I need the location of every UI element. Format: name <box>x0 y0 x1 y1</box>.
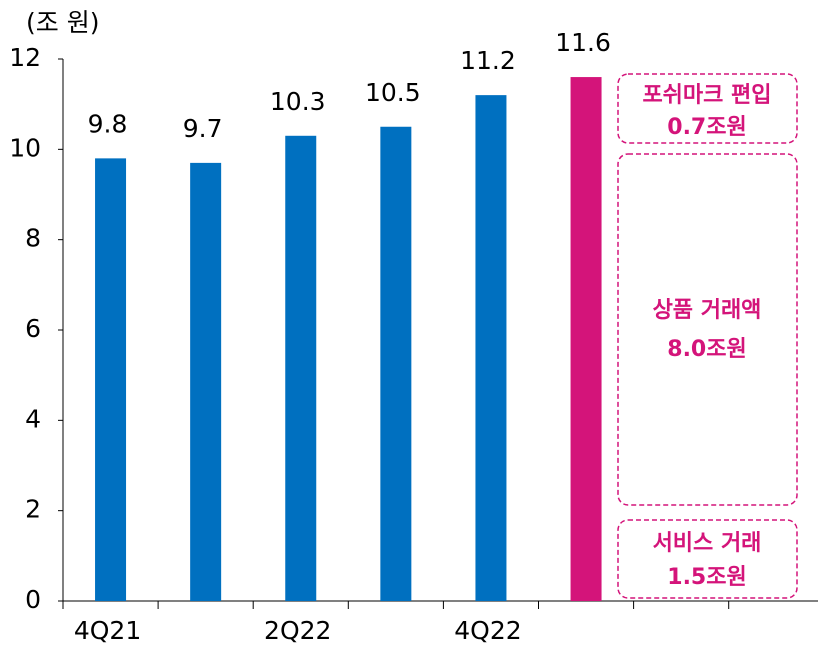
y-tick-label: 2 <box>25 495 41 524</box>
value-label: 9.7 <box>183 114 223 143</box>
value-label: 9.8 <box>88 109 128 138</box>
bar <box>95 158 127 601</box>
y-axis-label: (조 원) <box>26 8 99 37</box>
y-tick-label: 10 <box>9 133 41 162</box>
bar <box>475 95 507 601</box>
y-tick-label: 6 <box>25 314 41 343</box>
value-label: 10.3 <box>270 87 326 116</box>
bar <box>380 126 412 601</box>
x-tick-label: 4Q21 <box>74 616 141 645</box>
value-label: 11.2 <box>460 46 516 75</box>
annotation: 포쉬마크 편입 <box>642 83 771 108</box>
value-label: 11.6 <box>555 28 611 57</box>
x-tick-label: 2Q22 <box>264 616 331 645</box>
annotation: 서비스 거래 <box>653 531 762 556</box>
bar <box>570 77 602 602</box>
annotation: 상품 거래액 <box>653 298 762 323</box>
annotation-box <box>617 519 798 599</box>
y-tick-label: 8 <box>25 224 41 253</box>
value-label: 10.5 <box>365 78 421 107</box>
bar <box>190 162 222 601</box>
annotation-box <box>617 153 798 506</box>
y-tick-label: 4 <box>25 404 41 433</box>
y-tick-label: 0 <box>25 585 41 614</box>
y-tick-label: 12 <box>9 43 41 72</box>
annotation: 0.7조원 <box>667 115 746 140</box>
annotation: 8.0조원 <box>667 337 746 362</box>
annotation: 1.5조원 <box>667 565 746 590</box>
x-tick-label: 4Q22 <box>454 616 521 645</box>
bar <box>285 135 317 602</box>
